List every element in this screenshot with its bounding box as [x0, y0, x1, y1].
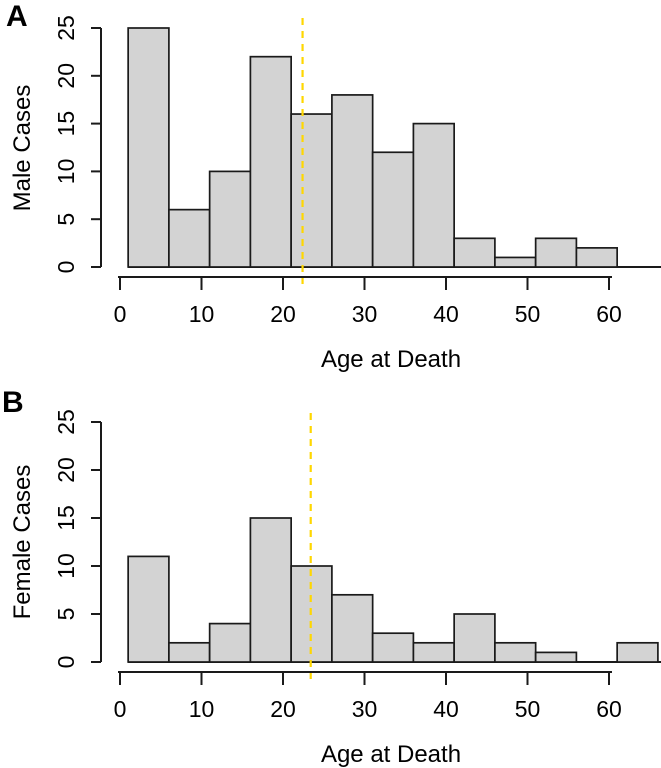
histogram-bar [168, 641, 211, 663]
x-tick-label: 40 [433, 301, 459, 327]
x-tick-label: 20 [270, 696, 296, 722]
histogram-bar [534, 237, 578, 268]
histogram-bar [453, 613, 496, 663]
x-tick-label: 0 [114, 301, 127, 327]
y-tick-label: 5 [53, 608, 79, 621]
panel-a-x-axis-title: Age at Death [320, 346, 462, 373]
histogram-bar [290, 113, 333, 268]
y-tick-label: 5 [53, 213, 79, 226]
panel-b-letter: B [2, 386, 24, 419]
histogram-bar [453, 237, 496, 268]
x-tick-label: 60 [596, 301, 622, 327]
histogram-bar [331, 94, 374, 268]
histogram-bar [371, 151, 415, 268]
x-tick-label: 10 [189, 301, 215, 327]
histogram-bar [534, 651, 578, 663]
y-tick-label: 25 [53, 15, 79, 41]
histogram-bar [616, 641, 659, 663]
panel-b-x-axis-title: Age at Death [320, 741, 462, 768]
histogram-bar [494, 256, 537, 268]
histogram-bar [331, 593, 374, 663]
y-tick-label: 10 [53, 159, 79, 185]
y-tick-label: 20 [53, 63, 79, 89]
panel-b-plot: 0 5 10 15 20 25 0 10 20 30 40 50 60 [53, 409, 661, 722]
histogram-bar [127, 555, 170, 663]
x-tick-label: 10 [189, 696, 215, 722]
histogram-bar [168, 208, 211, 268]
y-tick-label: 25 [53, 409, 79, 435]
x-tick-label: 30 [352, 696, 378, 722]
x-tick-label: 0 [114, 696, 127, 722]
histogram-bar [494, 641, 537, 663]
histogram-bar [412, 122, 455, 268]
histogram-bar [208, 170, 252, 268]
histogram-bar [412, 641, 455, 663]
histogram-bar [371, 632, 415, 663]
histogram-bar [127, 27, 170, 268]
y-tick-label: 10 [53, 553, 79, 579]
histogram-bar [575, 247, 619, 268]
y-tick-label: 0 [53, 261, 79, 274]
panel-a-letter: A [6, 0, 28, 33]
x-tick-label: 30 [352, 301, 378, 327]
histogram-bar [208, 622, 252, 663]
y-tick-label: 0 [53, 656, 79, 669]
x-tick-label: 40 [433, 696, 459, 722]
y-tick-label: 20 [53, 457, 79, 483]
x-tick-label: 60 [596, 696, 622, 722]
histogram-bar [249, 55, 292, 268]
y-tick-label: 15 [53, 505, 79, 531]
panel-a-plot: 0 5 10 15 20 25 0 10 20 30 40 50 60 [53, 15, 661, 327]
x-tick-label: 50 [515, 696, 541, 722]
histogram-bar [249, 517, 292, 663]
x-tick-label: 50 [515, 301, 541, 327]
y-tick-label: 15 [53, 111, 79, 137]
x-tick-label: 20 [270, 301, 296, 327]
